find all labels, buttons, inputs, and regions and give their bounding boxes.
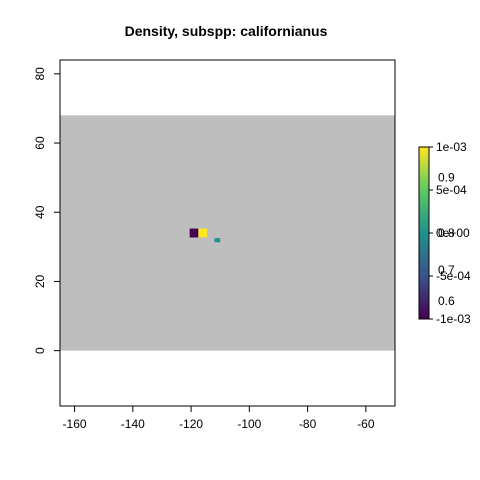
colorbar-label: 1e-03 [436, 140, 467, 154]
extent-band-rect [60, 115, 395, 351]
x-tick-label: -140 [121, 417, 145, 431]
x-tick-label: -60 [357, 417, 375, 431]
colorbar-overlay-label: 0.8 [438, 226, 455, 240]
colorbar-overlay-label: 0.7 [438, 263, 455, 277]
colorbar-overlay-label: 0.9 [438, 171, 455, 185]
density-cell [214, 238, 221, 243]
colorbar-label: -5e-04 [436, 269, 471, 283]
colorbar-label: 5e-04 [436, 183, 467, 197]
density-cell [189, 228, 199, 238]
y-tick-label: 40 [33, 205, 47, 219]
y-tick-label: 80 [33, 67, 47, 81]
y-tick-label: 0 [33, 347, 47, 354]
x-tick-label: -160 [63, 417, 87, 431]
extent-band [60, 115, 395, 351]
y-axis: 0 20 40 60 80 [33, 67, 61, 354]
density-cell [198, 228, 208, 238]
x-tick-label: -100 [237, 417, 261, 431]
x-tick-label: -120 [179, 417, 203, 431]
colorbar-label: -1e-03 [436, 312, 471, 326]
colorbar-legend: 1e-03 5e-04 0e+00 -5e-04 -1e-03 0.9 0.8 0.7 0.6 [418, 140, 471, 326]
colorbar-gradient [418, 146, 430, 320]
x-axis: -160 -140 -120 -100 -80 -60 [63, 405, 375, 431]
chart-title: Density, subspp: californianus [125, 23, 328, 39]
y-tick-label: 20 [33, 274, 47, 288]
x-tick-label: -80 [299, 417, 317, 431]
density-cells [189, 228, 221, 243]
colorbar-label: 0e+00 [436, 226, 470, 240]
y-tick-label: 60 [33, 136, 47, 150]
colorbar-overlay-label: 0.6 [438, 294, 455, 308]
